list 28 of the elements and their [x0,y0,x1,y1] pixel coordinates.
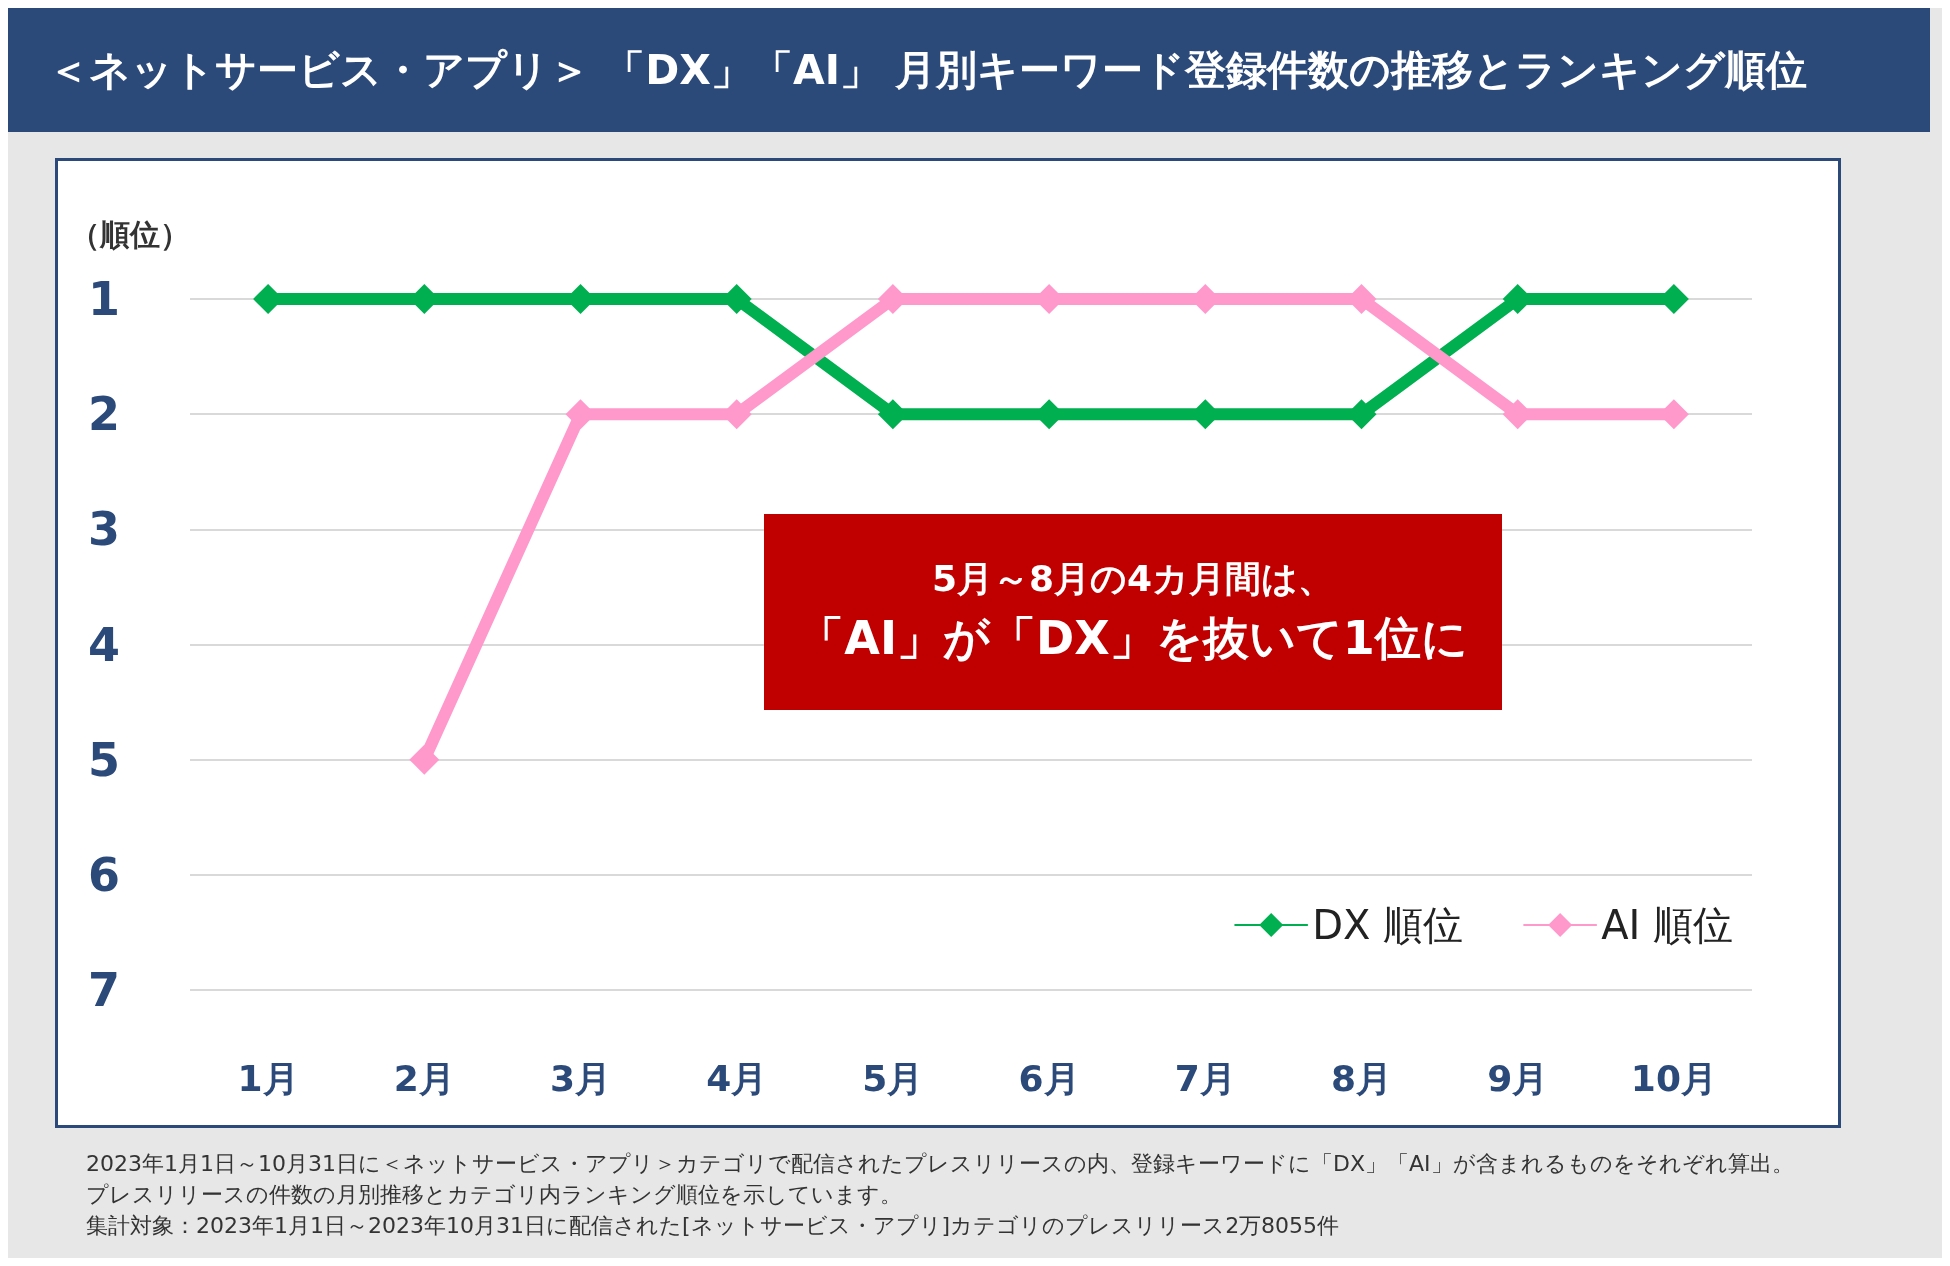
y-tick-label: 2 [87,387,120,442]
legend-label: DX 順位 [1312,902,1464,948]
x-tick-label: 6月 [1018,1057,1080,1099]
annotation: 5月～8月の4カ月間は、 [931,557,1335,601]
y-tick-label: 1 [87,272,120,326]
y-axis-title: （順位） [70,216,190,252]
annotation: 「AI」が「DX」を抜いて1位に [798,610,1468,667]
point [409,744,440,775]
x-tick-label: 4月 [706,1057,768,1099]
y-tick-label: 7 [87,963,120,1017]
y-tick-label: 3 [87,502,120,557]
chart-title: ＜ネットサービス・アプリ＞ 「DX」「AI」 月別キーワード登録件数の推移とランキング順位 [8,8,1930,132]
x-tick-label: 2月 [393,1057,455,1099]
y-tick-label: 4 [87,617,120,672]
x-tick-label: 7月 [1174,1057,1236,1099]
callout-box: 5月～8月の4カ月間は、 「AI」が「DX」を抜いて1位に [764,514,1502,710]
text: 集計対象：2023年1月1日～2023年10月31日に配信された[ネットサービス・アプリ]カテゴリのプレスリリース2万8055件 [86,1212,1341,1240]
text: プレスリリースの件数の月別推移とカテゴリ内ランキング順位を示しています。 [86,1181,903,1209]
x-tick-label: 8月 [1330,1057,1393,1099]
x-tick-label: 9月 [1487,1057,1549,1099]
x-tick-label: 3月 [549,1057,612,1099]
y-tick-label: 6 [87,847,120,902]
x-tick-label: 1月 [237,1057,299,1099]
y-tick-label: 5 [87,732,120,787]
legend-label: AI 順位 [1601,902,1733,948]
x-tick-label: 10月 [1630,1057,1717,1099]
text: 2023年1月1日～10月31日に＜ネットサービス・アプリ＞カテゴリで配信されたプレスリリースの内、登録キーワードに「DX」「AI」が含まれるものをそれぞれ算出。 [86,1150,1794,1178]
x-tick-label: 5月 [862,1057,924,1099]
